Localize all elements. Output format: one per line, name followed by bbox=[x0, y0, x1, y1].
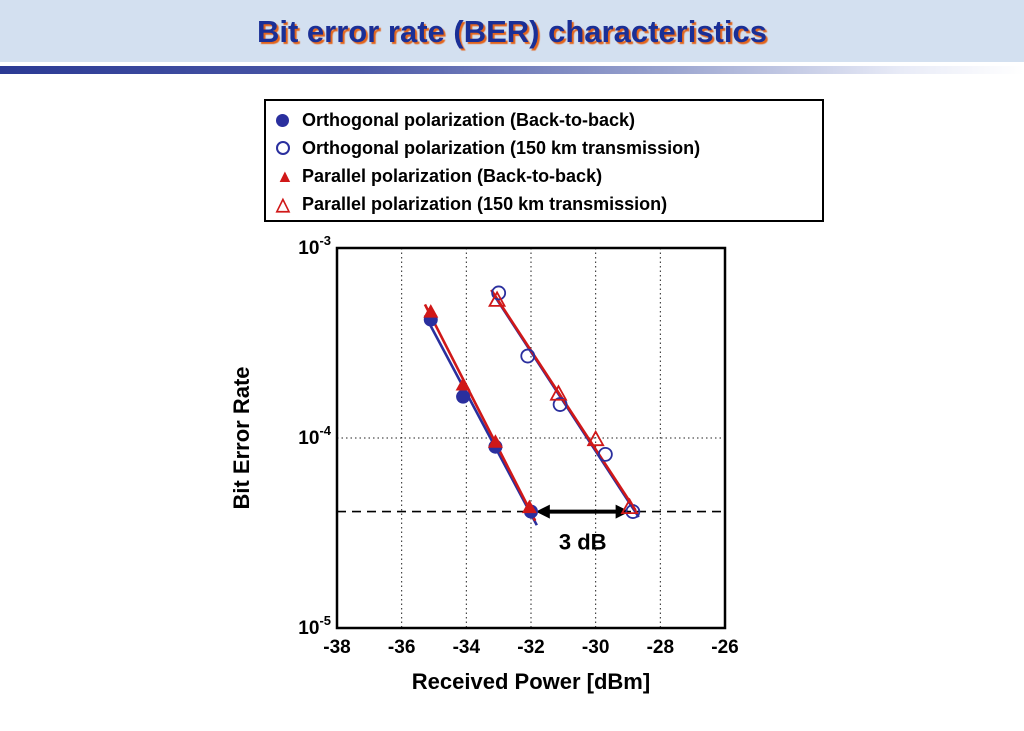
legend-item: Parallel polarization (Back-to-back) bbox=[274, 162, 822, 190]
data-point-marker bbox=[423, 304, 439, 318]
x-tick-label: -32 bbox=[517, 637, 544, 658]
data-point-marker bbox=[520, 348, 536, 364]
legend-item: Orthogonal polarization (Back-to-back) bbox=[274, 106, 822, 134]
data-point-marker bbox=[549, 384, 568, 401]
plot-border bbox=[335, 246, 727, 630]
data-point-marker bbox=[488, 290, 507, 307]
legend-item-label: Orthogonal polarization (Back-to-back) bbox=[302, 109, 636, 130]
header-divider bbox=[0, 66, 1024, 74]
y-tick-label: 10-4 bbox=[298, 423, 331, 449]
data-point-marker bbox=[491, 285, 507, 301]
data-point-marker bbox=[552, 397, 568, 412]
x-tick-label: -26 bbox=[711, 637, 738, 658]
data-point-marker bbox=[455, 377, 471, 391]
x-tick-label: -36 bbox=[388, 637, 415, 658]
x-tick-label: -38 bbox=[323, 637, 350, 658]
series-line bbox=[423, 303, 537, 522]
chart-legend: Orthogonal polarization (Back-to-back) O… bbox=[264, 99, 824, 222]
series-line bbox=[423, 314, 538, 526]
legend-item-label: Orthogonal polarization (150 km transmis… bbox=[302, 137, 701, 158]
legend-item-label: Parallel polarization (Back-to-back) bbox=[302, 165, 603, 186]
x-tick-label: -30 bbox=[582, 637, 609, 658]
data-point-marker bbox=[597, 446, 613, 462]
legend-item-label: Parallel polarization (150 km transmissi… bbox=[302, 193, 668, 214]
y-tick-label: 10-5 bbox=[298, 613, 331, 639]
x-tick-label: -28 bbox=[647, 637, 674, 658]
y-tick-label: 10-3 bbox=[298, 233, 331, 259]
data-point-marker bbox=[586, 429, 605, 447]
y-axis-title: Bit Error Rate bbox=[229, 366, 254, 509]
penalty-arrow-head-left bbox=[535, 504, 550, 519]
title-band: Bit error rate (BER) characteristics bbox=[0, 0, 1024, 62]
data-point-marker bbox=[456, 389, 471, 404]
data-point-marker bbox=[521, 499, 537, 514]
penalty-label: 3 dB bbox=[559, 530, 607, 555]
data-point-marker bbox=[487, 434, 503, 448]
legend-item: Parallel polarization (150 km transmissi… bbox=[274, 190, 822, 218]
slide-title: Bit error rate (BER) characteristics bbox=[257, 14, 767, 49]
x-tick-label: -34 bbox=[453, 637, 481, 658]
data-point-marker bbox=[620, 497, 639, 515]
legend-item: Orthogonal polarization (150 km transmis… bbox=[274, 134, 822, 162]
x-axis-title: Received Power [dBm] bbox=[412, 669, 650, 694]
